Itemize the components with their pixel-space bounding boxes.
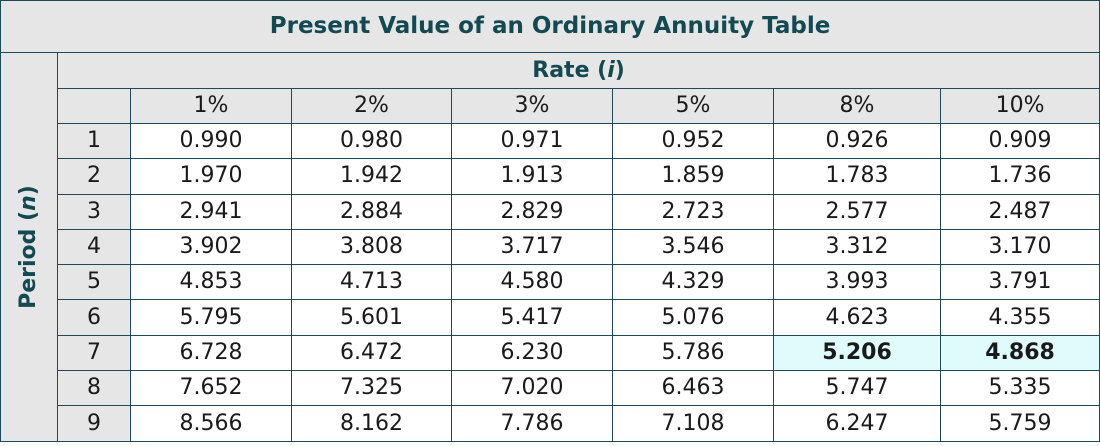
- table-row: 1 0.990 0.980 0.971 0.952 0.926 0.909: [1, 122, 1100, 160]
- value-cell: 4.853: [130, 264, 292, 301]
- value-cell: 3.791: [939, 264, 1100, 301]
- table-row: 6 5.795 5.601 5.417 5.076 4.623 4.355: [1, 299, 1100, 336]
- table-row: 9 8.566 8.162 7.786 7.108 6.247 5.759: [1, 405, 1100, 442]
- highlighted-value-cell: 4.868: [939, 334, 1100, 372]
- value-cell: 1.942: [291, 158, 452, 195]
- value-cell: 7.786: [451, 405, 613, 442]
- value-cell: 0.990: [130, 122, 292, 160]
- period-number-cell: 5: [57, 264, 131, 301]
- value-cell: 5.417: [451, 299, 613, 336]
- value-cell: 6.472: [291, 334, 452, 372]
- value-cell: 7.020: [451, 370, 613, 407]
- value-cell: 1.913: [451, 158, 613, 195]
- value-cell: 1.859: [612, 158, 774, 195]
- value-cell: 4.623: [773, 299, 941, 336]
- value-cell: 8.566: [130, 405, 292, 442]
- period-number-cell: 4: [57, 228, 131, 266]
- value-cell: 4.713: [291, 264, 452, 301]
- value-cell: 5.601: [291, 299, 452, 336]
- rate-header-cell: 1%: [130, 88, 292, 124]
- table-row: 8 7.652 7.325 7.020 6.463 5.747 5.335: [1, 370, 1100, 407]
- value-cell: 0.971: [451, 122, 613, 160]
- value-cell: 6.463: [612, 370, 774, 407]
- value-cell: 6.247: [773, 405, 941, 442]
- period-number-cell: 8: [57, 370, 131, 407]
- value-cell: 3.808: [291, 228, 452, 266]
- value-cell: 7.652: [130, 370, 292, 407]
- value-cell: 3.902: [130, 228, 292, 266]
- period-label-text: Period (n): [16, 184, 41, 309]
- rate-header-cell: 10%: [939, 88, 1100, 124]
- value-cell: 2.829: [451, 193, 613, 230]
- value-cell: 0.952: [612, 122, 774, 160]
- value-cell: 7.108: [612, 405, 774, 442]
- period-number-cell: 3: [57, 193, 131, 230]
- value-cell: 2.487: [939, 193, 1100, 230]
- rate-header-row: 1% 2% 3% 5% 8% 10%: [1, 88, 1100, 124]
- rate-header-cell: 2%: [291, 88, 452, 124]
- value-cell: 2.577: [773, 193, 941, 230]
- value-cell: 6.230: [451, 334, 613, 372]
- table-row: 5 4.853 4.713 4.580 4.329 3.993 3.791: [1, 264, 1100, 301]
- value-cell: 3.717: [451, 228, 613, 266]
- value-cell: 0.926: [773, 122, 941, 160]
- value-cell: 5.795: [130, 299, 292, 336]
- value-cell: 2.941: [130, 193, 292, 230]
- value-cell: 2.884: [291, 193, 452, 230]
- value-cell: 3.170: [939, 228, 1100, 266]
- period-number-cell: 2: [57, 158, 131, 195]
- value-cell: 5.786: [612, 334, 774, 372]
- period-axis-label: Period (n): [0, 52, 58, 442]
- value-cell: 0.909: [939, 122, 1100, 160]
- value-cell: 4.329: [612, 264, 774, 301]
- value-cell: 1.736: [939, 158, 1100, 195]
- value-cell: 6.728: [130, 334, 292, 372]
- period-number-cell: 7: [57, 334, 131, 372]
- value-cell: 5.076: [612, 299, 774, 336]
- period-number-cell: 6: [57, 299, 131, 336]
- value-cell: 5.759: [939, 405, 1100, 442]
- corner-cell: [57, 88, 131, 124]
- value-cell: 3.993: [773, 264, 941, 301]
- table-row: 7 6.728 6.472 6.230 5.786 5.206 4.868: [1, 334, 1100, 372]
- rate-header-cell: 5%: [612, 88, 774, 124]
- highlighted-value-cell: 5.206: [773, 334, 941, 372]
- value-cell: 8.162: [291, 405, 452, 442]
- table-row: 2 1.970 1.942 1.913 1.859 1.783 1.736: [1, 158, 1100, 195]
- table-row: 4 3.902 3.808 3.717 3.546 3.312 3.170: [1, 228, 1100, 266]
- value-cell: 1.970: [130, 158, 292, 195]
- rate-header-cell: 3%: [451, 88, 613, 124]
- value-cell: 3.312: [773, 228, 941, 266]
- value-cell: 5.335: [939, 370, 1100, 407]
- period-number-cell: 9: [57, 405, 131, 442]
- value-cell: 5.747: [773, 370, 941, 407]
- value-cell: 3.546: [612, 228, 774, 266]
- value-cell: 7.325: [291, 370, 452, 407]
- rate-header-cell: 8%: [773, 88, 941, 124]
- value-cell: 2.723: [612, 193, 774, 230]
- period-number-cell: 1: [57, 122, 131, 160]
- table-row: 3 2.941 2.884 2.829 2.723 2.577 2.487: [1, 193, 1100, 230]
- rate-axis-label: Rate (i): [56, 52, 1100, 89]
- value-cell: 1.783: [773, 158, 941, 195]
- value-cell: 4.580: [451, 264, 613, 301]
- table-title: Present Value of an Ordinary Annuity Tab…: [0, 0, 1100, 53]
- value-cell: 0.980: [291, 122, 452, 160]
- value-cell: 4.355: [939, 299, 1100, 336]
